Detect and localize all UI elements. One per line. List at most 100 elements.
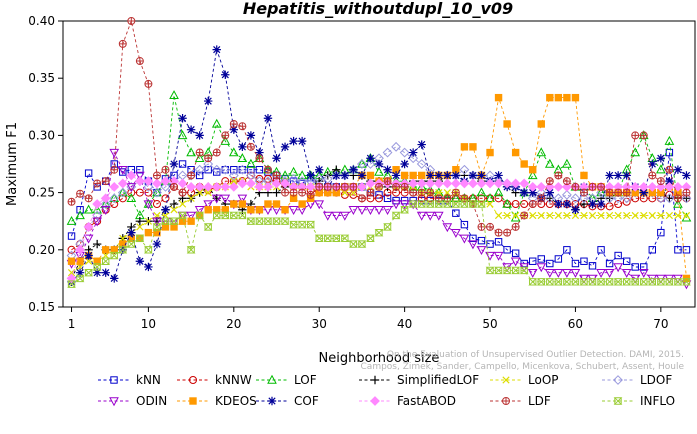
point-knn	[563, 246, 571, 254]
point-inflo	[494, 266, 503, 275]
point-inflo	[545, 278, 555, 286]
point-cof	[161, 205, 170, 214]
point-loop	[537, 211, 545, 220]
point-odin	[391, 200, 401, 210]
point-fastabod	[263, 181, 273, 192]
point-ldf	[349, 182, 358, 191]
point-fastabod	[160, 176, 171, 187]
legend-marker-kdeos	[189, 397, 197, 405]
point-inflo	[519, 266, 529, 275]
point-knn	[452, 209, 460, 217]
point-ldf	[84, 194, 93, 203]
point-odin	[451, 228, 461, 238]
point-knn	[178, 160, 187, 168]
point-cof	[135, 257, 145, 266]
point-inflo	[152, 223, 162, 231]
point-knn	[529, 257, 537, 265]
point-odin	[468, 240, 478, 250]
point-odin	[382, 206, 393, 216]
point-knn	[486, 240, 494, 248]
legend-item-ldf: LDF	[490, 394, 551, 408]
point-lof	[562, 158, 572, 168]
point-inflo	[588, 278, 597, 286]
point-loop	[580, 211, 588, 220]
point-fastabod	[502, 178, 513, 189]
point-odin	[331, 211, 342, 221]
point-fastabod	[254, 181, 265, 192]
point-ldf	[289, 188, 298, 197]
point-inflo	[135, 234, 145, 243]
y-tick-label: 0.25	[28, 186, 55, 200]
point-knnw	[118, 194, 127, 203]
point-ldf	[631, 131, 640, 140]
point-odin	[596, 268, 606, 278]
point-cof	[477, 171, 486, 180]
point-fastabod	[493, 178, 504, 189]
point-lof	[186, 147, 196, 157]
point-cof	[272, 154, 281, 163]
point-fastabod	[357, 181, 367, 192]
point-fastabod	[459, 178, 470, 189]
point-cof	[169, 159, 179, 169]
point-knnw	[135, 188, 144, 197]
point-cof	[280, 142, 290, 152]
point-lof	[451, 193, 461, 203]
point-inflo	[67, 280, 76, 288]
point-kdeos	[247, 206, 255, 214]
point-lof	[476, 187, 487, 197]
point-ldof	[382, 147, 393, 158]
point-odin	[433, 211, 444, 221]
point-knnw	[152, 200, 161, 209]
point-odin	[83, 234, 94, 244]
point-loop	[665, 211, 674, 220]
point-knn	[383, 194, 392, 203]
point-knnw	[614, 200, 623, 209]
point-ldf	[417, 188, 426, 197]
point-cof	[255, 148, 264, 157]
point-ldf	[477, 222, 486, 231]
point-inflo	[468, 200, 478, 208]
point-inflo	[596, 278, 606, 286]
point-knn	[665, 148, 674, 157]
point-fastabod	[109, 181, 120, 192]
legend-label-ldf: LDF	[528, 394, 551, 408]
point-ldf	[67, 197, 76, 206]
point-inflo	[562, 278, 572, 286]
point-kdeos	[554, 93, 563, 102]
point-knn	[255, 166, 264, 174]
point-cof	[101, 268, 110, 277]
point-ldof	[613, 193, 624, 204]
point-kdeos	[511, 148, 520, 157]
y-tick-label: 0.15	[28, 300, 55, 314]
point-ldf	[400, 182, 409, 191]
point-loop	[546, 211, 554, 220]
point-ldof	[357, 159, 367, 169]
point-knn	[605, 259, 614, 268]
point-inflo	[118, 246, 128, 254]
series-layer	[66, 17, 692, 290]
point-knn	[657, 228, 665, 237]
x-axis: 1 10 20 30 40 50 60 70	[68, 307, 668, 331]
point-odin	[485, 251, 495, 261]
point-knn	[674, 246, 682, 254]
point-fastabod	[553, 181, 564, 192]
legend-item-knn: kNN	[98, 373, 161, 387]
point-lof	[297, 170, 307, 180]
point-ldf	[212, 148, 221, 157]
point-kdeos	[503, 120, 511, 128]
point-ldf	[451, 188, 460, 197]
point-knnw	[110, 200, 119, 209]
point-cof	[75, 268, 85, 277]
point-cof	[426, 171, 435, 180]
point-cof	[443, 171, 452, 180]
point-kdeos	[520, 160, 528, 168]
point-ldf	[545, 177, 554, 186]
point-ldof	[621, 193, 632, 204]
point-ldf	[622, 188, 631, 197]
point-knn	[136, 166, 144, 174]
chart-title: Hepatitis_withoutdupl_10_v09	[243, 0, 513, 18]
point-fastabod	[177, 178, 188, 189]
point-kdeos	[187, 217, 195, 225]
point-fastabod	[152, 178, 162, 189]
point-loop	[170, 206, 178, 214]
